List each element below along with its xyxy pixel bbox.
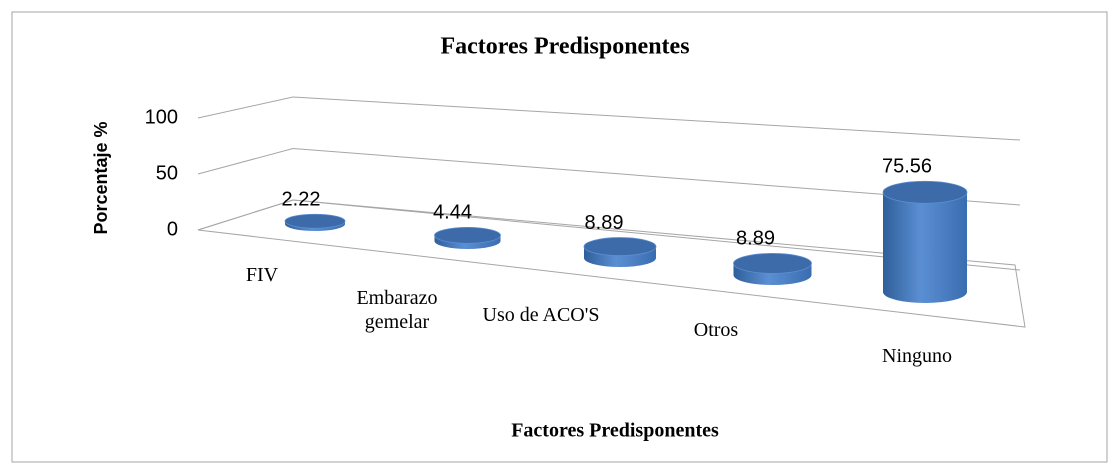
bar-side: [883, 192, 967, 303]
data-label: 4.44: [433, 202, 472, 224]
x-tick-label: Embarazo gemelar: [356, 287, 438, 333]
bar-top: [284, 213, 346, 229]
y-tick-label: 0: [167, 218, 178, 240]
grid-line: [197, 96, 1021, 141]
y-tick-label: 100: [145, 106, 178, 128]
data-label: 8.89: [736, 228, 775, 250]
bar-top: [583, 237, 657, 256]
data-label: 2.22: [282, 189, 321, 211]
bar-top: [733, 253, 812, 274]
x-tick-label: Otros: [693, 319, 739, 341]
x-tick-label: Uso de ACO'S: [482, 304, 600, 326]
grid-line: [197, 199, 1021, 271]
x-axis-title: Factores Predisponentes: [511, 420, 719, 442]
bar: [583, 237, 657, 267]
chart-title: Factores Predisponentes: [440, 34, 689, 60]
bar: [284, 213, 346, 231]
bar-top: [434, 226, 501, 244]
bar-top: [882, 180, 968, 204]
grid-line: [197, 147, 1021, 206]
y-axis-title: Porcentaje %: [91, 121, 111, 234]
y-tick-label: 50: [156, 162, 178, 184]
x-tick-label: Ninguno: [882, 345, 952, 367]
bar: [733, 253, 812, 285]
bar: [882, 180, 968, 303]
x-tick-label: FIV: [245, 264, 279, 286]
data-label: 75.56: [882, 156, 932, 178]
bar: [434, 226, 501, 249]
data-label: 8.89: [585, 212, 624, 234]
